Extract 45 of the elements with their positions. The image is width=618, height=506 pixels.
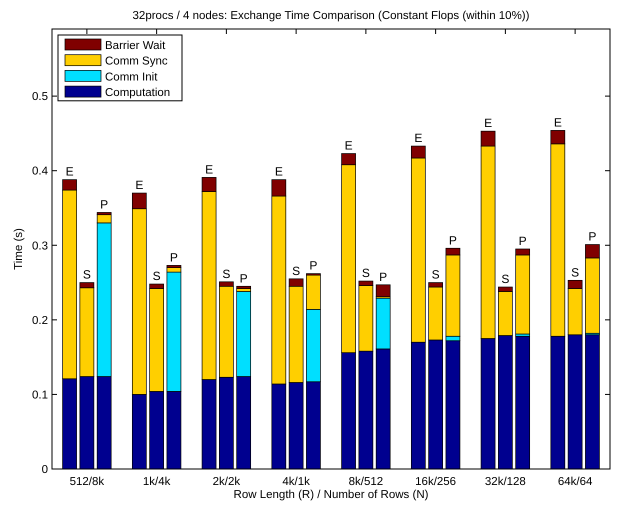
x-axis-title: Row Length (R) / Number of Rows (N) <box>234 489 429 501</box>
data-label: E <box>135 178 144 192</box>
data-label: S <box>82 268 91 282</box>
data-label: P <box>588 230 596 244</box>
x-tick-label: 1k/4k <box>142 476 171 488</box>
data-label: P <box>240 271 248 286</box>
data-label: P <box>100 197 108 212</box>
data-label: E <box>554 115 562 130</box>
data-label: E <box>205 162 214 176</box>
legend-label: Computation <box>105 87 170 100</box>
chart-title: 32procs / 4 nodes: Exchange Time Comparison (Constant Flops (within 10%)) <box>132 10 530 22</box>
y-axis-title: Time (s) <box>13 228 25 270</box>
data-label: E <box>274 164 283 179</box>
y-tick-label: 0.2 <box>32 314 48 327</box>
data-label: P <box>309 258 318 273</box>
x-tick-label: 8k/512 <box>348 476 384 488</box>
data-label: S <box>362 266 370 280</box>
y-tick-label: 0.1 <box>32 389 48 402</box>
data-label: S <box>501 272 510 286</box>
data-label: S <box>571 265 580 280</box>
x-tick-label: 32k/128 <box>484 476 526 488</box>
data-label: S <box>152 269 161 284</box>
data-label: P <box>518 234 527 248</box>
legend-label: Comm Init <box>105 71 158 84</box>
x-tick-label: 64k/64 <box>558 476 593 488</box>
y-tick-label: 0.5 <box>32 91 48 104</box>
data-label: P <box>448 233 457 248</box>
data-label: E <box>414 131 422 146</box>
data-label: S <box>222 266 230 281</box>
data-label: P <box>379 270 388 284</box>
y-tick-label: 0.3 <box>32 240 48 252</box>
y-tick-label: 0.4 <box>32 166 49 178</box>
data-label: E <box>66 164 74 179</box>
data-label: E <box>344 138 353 153</box>
data-label: E <box>484 116 492 130</box>
data-label: S <box>432 268 440 282</box>
data-label: P <box>170 250 178 264</box>
legend-label: Comm Sync <box>105 56 168 68</box>
data-label: S <box>292 264 300 278</box>
x-tick-label: 4k/1k <box>282 476 310 488</box>
x-tick-label: 16k/256 <box>415 476 456 488</box>
x-tick-label: 2k/2k <box>212 476 240 488</box>
y-tick-label: 0 <box>42 464 48 476</box>
x-tick-label: 512/8k <box>70 476 104 488</box>
legend-label: Barrier Wait <box>105 40 166 52</box>
